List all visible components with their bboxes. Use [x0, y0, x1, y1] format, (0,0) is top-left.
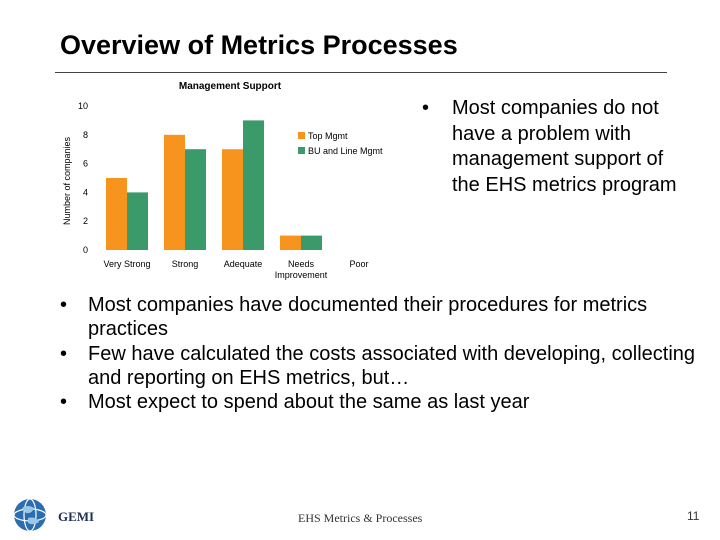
- bars: [106, 120, 322, 251]
- bar-top-mgmt-2: [222, 149, 243, 250]
- legend-swatch: [298, 132, 305, 139]
- main-bullet: Most expect to spend about the same as l…: [58, 390, 698, 415]
- main-bullet: Few have calculated the costs associated…: [58, 342, 698, 391]
- legend-label: BU and Line Mgmt: [308, 146, 383, 156]
- x-axis-labels: Very Strong Strong Adequate Needs Improvemen…: [103, 259, 368, 280]
- x-tick-label: Poor: [349, 259, 368, 269]
- y-tick-label: 10: [78, 101, 88, 111]
- y-tick-label: 2: [83, 216, 88, 226]
- y-axis-ticks: 0 2 4 6 8 10: [78, 101, 88, 255]
- bar-bu-and-line-mgmt-1: [185, 149, 206, 250]
- y-tick-label: 6: [83, 159, 88, 169]
- legend-swatch: [298, 147, 305, 154]
- y-tick-label: 0: [83, 245, 88, 255]
- y-tick-label: 8: [83, 130, 88, 140]
- footer-title: EHS Metrics & Processes: [298, 511, 423, 525]
- bar-bu-and-line-mgmt-2: [243, 120, 264, 251]
- x-tick-label: Adequate: [224, 259, 263, 269]
- logo-text: GEMI: [58, 509, 95, 524]
- x-tick-label: Strong: [172, 259, 199, 269]
- bar-bu-and-line-mgmt-3: [301, 235, 322, 250]
- globe-icon: [13, 498, 47, 532]
- title-divider: [55, 72, 667, 73]
- bar-top-mgmt-1: [164, 134, 185, 250]
- bar-top-mgmt-3: [280, 235, 301, 250]
- chart-title: Management Support: [179, 81, 282, 92]
- y-axis-label: Number of companies: [62, 136, 72, 225]
- right-bullet: Most companies do not have a problem wit…: [422, 96, 682, 198]
- main-bullet: Most companies have documented their pro…: [58, 293, 698, 342]
- management-support-chart: Management Support Number of companies 0…: [62, 81, 383, 280]
- x-tick-label: Needs Improvement: [275, 259, 328, 280]
- slide-title: Overview of Metrics Processes: [60, 30, 458, 60]
- bar-top-mgmt-0: [106, 178, 127, 250]
- legend: Top Mgmt BU and Line Mgmt: [298, 131, 383, 156]
- y-tick-label: 4: [83, 187, 88, 197]
- chart-commentary: Most companies do not have a problem wit…: [422, 96, 682, 198]
- legend-label: Top Mgmt: [308, 131, 348, 141]
- main-bullets: Most companies have documented their pro…: [58, 293, 698, 415]
- bar-bu-and-line-mgmt-0: [127, 192, 148, 250]
- x-tick-label: Very Strong: [103, 259, 150, 269]
- page-number: 11: [687, 509, 700, 523]
